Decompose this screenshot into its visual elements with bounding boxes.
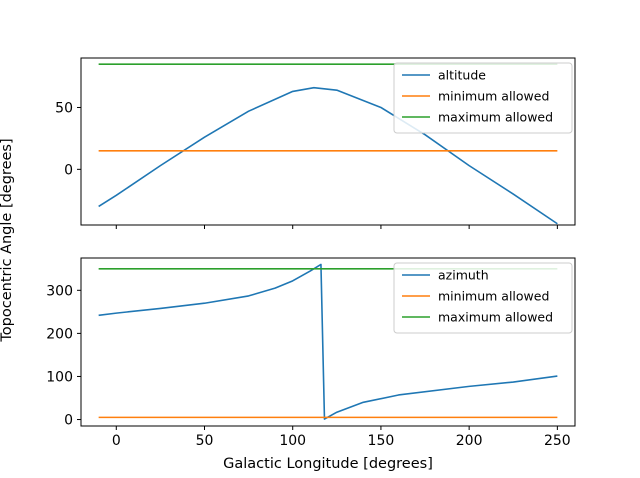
altitude-panel: 0 50 altitude minimum allowed maximum allowe… — [55, 57, 576, 229]
axes-frame — [80, 57, 576, 226]
x-tick-label: 250 — [544, 433, 571, 449]
legend-label-1: azimuth — [438, 268, 489, 283]
x-tick-label: 100 — [279, 433, 306, 449]
y-tick-label: 200 — [46, 326, 73, 342]
legend: altitude minimum allowed maximum allowed — [393, 62, 573, 134]
legend-box — [393, 262, 573, 334]
legend-label-1: altitude — [438, 68, 486, 83]
y-tick-label: 300 — [46, 283, 73, 299]
axes-frame — [80, 257, 576, 427]
legend: azimuth minimum allowed maximum allowed — [393, 262, 573, 334]
x-tick-label: 0 — [112, 433, 121, 449]
x-tick-label: 200 — [456, 433, 483, 449]
x-axis-label: Galactic Longitude [degrees] — [223, 456, 433, 472]
legend-label-2: minimum allowed — [438, 89, 549, 104]
x-tick-label: 150 — [368, 433, 395, 449]
series-line-1 — [98, 86, 558, 225]
legend-label-3: maximum allowed — [438, 310, 553, 325]
series-line-1 — [98, 263, 558, 420]
legend-label-2: minimum allowed — [438, 289, 549, 304]
legend-label-3: maximum allowed — [438, 110, 553, 125]
legend-box — [393, 62, 573, 134]
y-axis-label: Topocentric Angle [degrees] — [0, 138, 15, 342]
y-tick-label: 0 — [64, 413, 73, 429]
y-tick-label: 0 — [64, 162, 73, 178]
y-tick-label: 100 — [46, 369, 73, 385]
x-tick-label: 50 — [196, 433, 214, 449]
azimuth-panel: 0 50 100 150 200 250 0 100 200 300 azimuth minimum … — [46, 257, 576, 449]
y-tick-label: 50 — [55, 100, 73, 116]
